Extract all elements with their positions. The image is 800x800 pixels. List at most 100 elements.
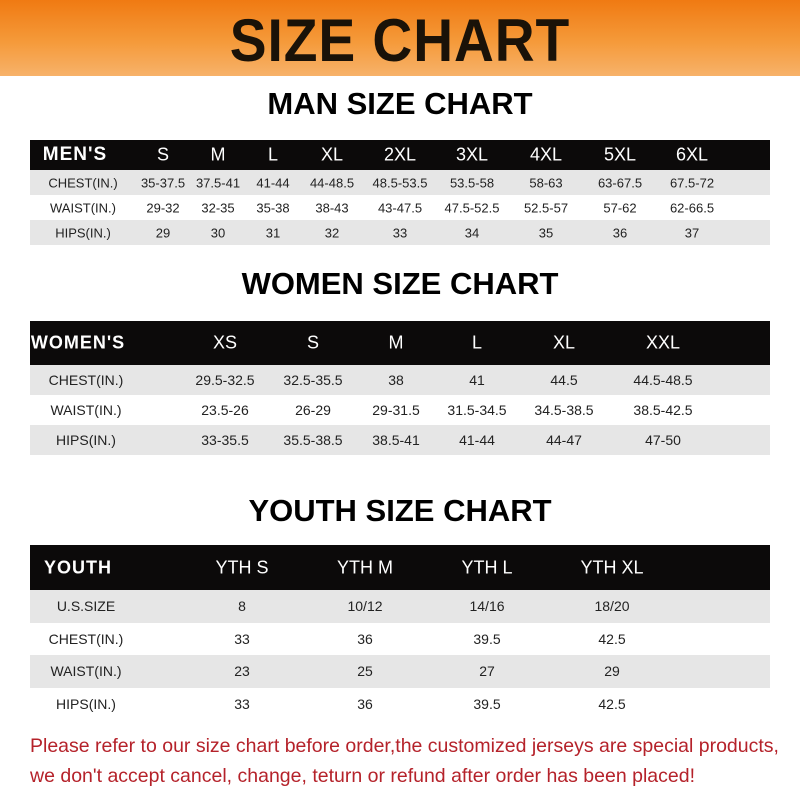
measure-label: WAIST(IN.) xyxy=(50,402,122,418)
men-size-table: MEN'S S M L XL 2XL 3XL 4XL 5XL 6XL CHEST(IN.) 35-37… xyxy=(30,140,770,245)
measure-value: 41 xyxy=(469,372,485,388)
measure-value: 29 xyxy=(155,225,171,240)
measure-value: 23.5-26 xyxy=(201,402,249,418)
size-header-cell: XS xyxy=(212,332,238,353)
measure-value: 29-31.5 xyxy=(372,402,420,418)
measure-value: 26-29 xyxy=(295,402,331,418)
size-header-cell: 5XL xyxy=(603,144,637,165)
size-header-cell: S xyxy=(156,144,170,165)
measure-value: 42.5 xyxy=(598,630,626,647)
women-size-table: WOMEN'S XS S M L XL XXL CHEST(IN.) 29.5-32.5 32.5… xyxy=(30,321,770,456)
measure-value: 29-32 xyxy=(146,200,180,215)
measure-value: 44.5-48.5 xyxy=(633,372,693,388)
table-row: WAIST(IN.) 23 25 27 29 xyxy=(30,655,770,688)
measure-value: 25 xyxy=(357,663,373,680)
measure-value: 34.5-38.5 xyxy=(534,402,594,418)
measure-value: 14/16 xyxy=(469,598,505,615)
size-header-cell: XL xyxy=(552,332,576,353)
measure-label: WAIST(IN.) xyxy=(50,663,122,680)
notice-line-2: we don't accept cancel, change, teturn o… xyxy=(30,765,695,787)
size-header-cell: M xyxy=(210,144,226,165)
size-header-cell: M xyxy=(388,332,404,353)
measure-value: 62-66.5 xyxy=(669,200,715,215)
measure-value: 31.5-34.5 xyxy=(447,402,507,418)
measure-value: 32 xyxy=(324,225,340,240)
measure-value: 33 xyxy=(234,630,250,647)
size-header-cell: S xyxy=(306,332,320,353)
banner: SIZE CHART xyxy=(0,0,800,76)
table-row: CHEST(IN.) 29.5-32.5 32.5-35.5 38 41 44.5 44.5… xyxy=(30,365,770,395)
size-header-cell: XL xyxy=(320,144,344,165)
size-header-cell: L xyxy=(267,144,279,165)
measure-value: 35.5-38.5 xyxy=(283,432,343,448)
measure-value: 44-47 xyxy=(546,432,582,448)
measure-value: 29 xyxy=(604,663,620,680)
measure-label: CHEST(IN.) xyxy=(48,372,124,388)
size-header-cell: 2XL xyxy=(383,144,417,165)
size-header-cell: YTH M xyxy=(337,557,393,577)
size-header-cell: XXL xyxy=(645,332,681,353)
measure-value: 18/20 xyxy=(594,598,630,615)
measure-label: HIPS(IN.) xyxy=(55,225,111,240)
measure-value: 36 xyxy=(357,695,373,712)
measure-value: 34 xyxy=(464,225,480,240)
measure-value: 35-37.5 xyxy=(140,175,186,190)
measure-value: 36 xyxy=(357,630,373,647)
size-header-cell: YTH S xyxy=(215,557,269,577)
table-title-cell: WOMEN'S xyxy=(30,332,126,353)
measure-value: 29.5-32.5 xyxy=(195,372,255,388)
measure-value: 63-67.5 xyxy=(597,175,643,190)
measure-value: 43-47.5 xyxy=(377,200,423,215)
measure-value: 44.5 xyxy=(550,372,578,388)
measure-value: 57-62 xyxy=(603,200,637,215)
table-row: HIPS(IN.) 33 36 39.5 42.5 xyxy=(30,687,770,720)
size-header-cell: 4XL xyxy=(529,144,563,165)
measure-value: 42.5 xyxy=(598,695,626,712)
measure-value: 31 xyxy=(265,225,281,240)
youth-header-row: YOUTH YTH S YTH M YTH L YTH XL xyxy=(30,545,770,590)
measure-label: CHEST(IN.) xyxy=(48,630,124,647)
banner-title: SIZE CHART xyxy=(229,7,571,74)
table-title-cell: MEN'S xyxy=(42,144,108,165)
table-title-cell: YOUTH xyxy=(44,557,112,577)
measure-value: 39.5 xyxy=(473,630,501,647)
measure-value: 48.5-53.5 xyxy=(372,175,428,190)
measure-value: 38.5-41 xyxy=(372,432,420,448)
measure-value: 27 xyxy=(479,663,495,680)
size-header-cell: 6XL xyxy=(675,144,709,165)
measure-value: 33 xyxy=(234,695,250,712)
measure-label: U.S.SIZE xyxy=(56,598,116,615)
measure-value: 44-48.5 xyxy=(309,175,355,190)
measure-label: HIPS(IN.) xyxy=(56,432,116,448)
size-header-cell: 3XL xyxy=(455,144,489,165)
youth-size-table: YOUTH YTH S YTH M YTH L YTH XL U.S.SIZE 8 10/12… xyxy=(30,545,770,720)
measure-value: 67.5-72 xyxy=(669,175,715,190)
measure-value: 10/12 xyxy=(347,598,383,615)
measure-label: HIPS(IN.) xyxy=(56,695,116,712)
measure-value: 39.5 xyxy=(473,695,501,712)
measure-label: WAIST(IN.) xyxy=(50,200,116,215)
measure-value: 38 xyxy=(388,372,404,388)
size-header-cell: YTH L xyxy=(461,557,513,577)
table-row: CHEST(IN.) 33 36 39.5 42.5 xyxy=(30,622,770,655)
measure-value: 47.5-52.5 xyxy=(444,200,500,215)
women-section-title: WOMEN SIZE CHART xyxy=(241,266,559,301)
size-header-cell: L xyxy=(471,332,483,353)
measure-value: 38-43 xyxy=(315,200,349,215)
table-row: HIPS(IN.) 29 30 31 32 33 34 35 36 37 xyxy=(30,220,770,245)
measure-value: 37.5-41 xyxy=(195,175,241,190)
youth-section-title: YOUTH SIZE CHART xyxy=(248,493,552,528)
measure-value: 41-44 xyxy=(256,175,290,190)
measure-value: 53.5-58 xyxy=(449,175,495,190)
table-row: HIPS(IN.) 33-35.5 35.5-38.5 38.5-41 41-44 44-… xyxy=(30,425,770,455)
measure-value: 30 xyxy=(210,225,226,240)
measure-value: 58-63 xyxy=(529,175,563,190)
measure-value: 37 xyxy=(684,225,700,240)
measure-value: 38.5-42.5 xyxy=(633,402,693,418)
measure-value: 23 xyxy=(234,663,250,680)
measure-value: 8 xyxy=(238,598,246,615)
measure-value: 33 xyxy=(392,225,408,240)
measure-value: 33-35.5 xyxy=(201,432,249,448)
size-header-cell: YTH XL xyxy=(580,557,644,577)
notice-line-1: Please refer to our size chart before or… xyxy=(30,735,779,757)
